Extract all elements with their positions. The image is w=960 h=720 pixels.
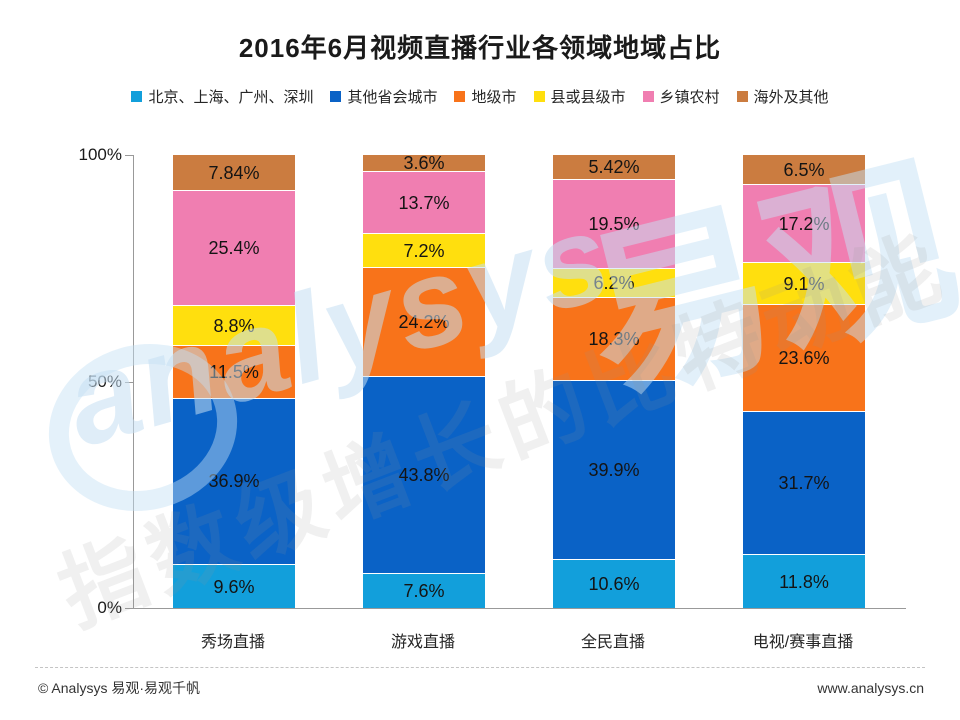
y-axis-label: 0% xyxy=(97,598,122,617)
bar-segment: 25.4% xyxy=(173,191,295,306)
legend-swatch xyxy=(642,91,654,102)
bar-segment: 9.6% xyxy=(173,565,295,608)
y-axis-label: 50% xyxy=(87,371,122,391)
x-axis-label: 秀场直播 xyxy=(200,634,266,651)
bar-segment: 11.5% xyxy=(173,346,295,399)
segment-value-label: 13.7% xyxy=(398,192,450,213)
segment-value-label: 11.5% xyxy=(209,362,259,383)
bar-segment: 7.84% xyxy=(173,155,295,192)
plot-area: 100% 50% 0% 7.84% 25.4% 8.8% 11.5% 36.9% 9.6% 3.… xyxy=(79,145,906,617)
bar-segment: 17.2% xyxy=(743,185,865,264)
segment-value-label: 7.84% xyxy=(208,162,260,183)
page-title: 2016年6月视频直播行业各领域地域占比 xyxy=(238,33,722,63)
segment-value-label: 8.8% xyxy=(213,315,255,336)
bar-segment: 8.8% xyxy=(173,305,295,347)
legend-swatch xyxy=(533,91,545,102)
y-axis-label: 100% xyxy=(78,145,122,164)
segment-value-label: 36.9% xyxy=(208,471,260,492)
segment-value-label: 19.5% xyxy=(588,214,640,235)
legend-label: 海外及其他 xyxy=(753,89,829,106)
segment-value-label: 25.4% xyxy=(208,237,260,258)
segment-value-label: 39.9% xyxy=(588,460,640,481)
legend: 北京、上海、广州、深圳 其他省会城市 地级市 县或县级市 乡镇农村 海外及其他 xyxy=(0,86,960,107)
bar-segment: 19.5% xyxy=(553,180,675,269)
x-axis-label: 游戏直播 xyxy=(390,634,456,651)
legend-item: 乡镇农村 xyxy=(642,86,720,107)
y-tick-mark xyxy=(125,155,134,156)
footer-website: www.analysys.cn xyxy=(817,680,924,696)
segment-value-label: 9.1% xyxy=(783,273,825,294)
bar-segment: 23.6% xyxy=(743,305,865,412)
segment-value-label: 43.8% xyxy=(398,464,450,485)
segment-value-label: 5.42% xyxy=(588,157,640,178)
legend-item: 其他省会城市 xyxy=(330,86,437,107)
y-tick-mark xyxy=(125,608,134,609)
segment-value-label: 11.8% xyxy=(779,571,829,592)
legend-swatch xyxy=(330,91,342,102)
legend-item: 北京、上海、广州、深圳 xyxy=(131,86,313,107)
legend-swatch xyxy=(131,91,143,102)
legend-item: 县或县级市 xyxy=(533,86,626,107)
y-tick-mark xyxy=(125,381,134,383)
segment-value-label: 18.3% xyxy=(588,328,640,349)
bar-segment: 6.5% xyxy=(743,155,865,186)
segment-value-label: 9.6% xyxy=(213,576,255,597)
x-axis-label: 电视/赛事直播 xyxy=(752,634,854,651)
segment-value-label: 3.6% xyxy=(403,153,445,174)
bar-segment: 11.8% xyxy=(743,555,865,609)
footer: © Analysys 易观·易观千帆 www.analysys.cn xyxy=(38,678,924,698)
bar-segment: 10.6% xyxy=(553,560,675,608)
segment-value-label: 10.6% xyxy=(588,574,640,595)
legend-swatch xyxy=(454,91,466,102)
bar-segment: 13.7% xyxy=(363,172,485,235)
bar-segment: 5.42% xyxy=(553,155,675,181)
legend-label: 乡镇农村 xyxy=(659,89,720,106)
legend-label: 地级市 xyxy=(471,89,517,106)
stacked-bar: 7.84% 25.4% 8.8% 11.5% 36.9% 9.6% xyxy=(173,155,295,608)
segment-value-label: 23.6% xyxy=(778,348,830,369)
footer-divider xyxy=(35,667,925,668)
legend-swatch xyxy=(736,91,748,102)
stacked-bar: 5.42% 19.5% 6.2% 18.3% 39.9% 10.6% xyxy=(553,155,675,608)
legend-label: 北京、上海、广州、深圳 xyxy=(148,89,314,106)
legend-item: 地级市 xyxy=(454,86,517,107)
legend-item: 海外及其他 xyxy=(736,86,829,107)
stacked-bar: 6.5% 17.2% 9.1% 23.6% 31.7% 11.8% xyxy=(743,155,865,609)
bar-segment: 7.2% xyxy=(363,234,485,268)
bar-segment: 43.8% xyxy=(363,376,485,574)
bar-segment: 24.2% xyxy=(363,267,485,377)
legend-label: 县或县级市 xyxy=(550,89,626,106)
segment-value-label: 17.2% xyxy=(778,213,830,234)
x-axis-labels: 秀场直播 游戏直播 全民直播 电视/赛事直播 xyxy=(133,628,905,651)
bar-segment: 9.1% xyxy=(743,263,865,306)
x-axis-label: 全民直播 xyxy=(580,634,646,651)
segment-value-label: 7.2% xyxy=(403,240,445,261)
stacked-bar: 3.6% 13.7% 7.2% 24.2% 43.8% 7.6% xyxy=(363,153,485,608)
segment-value-label: 24.2% xyxy=(398,311,450,332)
bar-segment: 36.9% xyxy=(173,398,295,566)
bar-segment: 3.6% xyxy=(363,153,485,174)
bar-segment: 6.2% xyxy=(553,268,675,298)
footer-copyright: © Analysys 易观·易观千帆 xyxy=(38,680,201,696)
segment-value-label: 31.7% xyxy=(778,473,830,494)
segment-value-label: 6.2% xyxy=(593,272,635,293)
segment-value-label: 6.5% xyxy=(783,159,825,180)
legend-label: 其他省会城市 xyxy=(347,89,438,106)
bar-segment: 18.3% xyxy=(553,297,675,381)
bar-segment: 7.6% xyxy=(363,573,485,608)
bar-segment: 31.7% xyxy=(743,411,865,556)
bar-segment: 39.9% xyxy=(553,380,675,561)
segment-value-label: 7.6% xyxy=(403,580,445,601)
